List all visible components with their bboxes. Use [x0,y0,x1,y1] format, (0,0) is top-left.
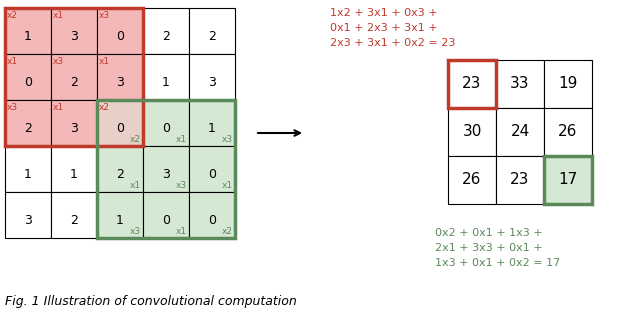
Text: x3: x3 [130,227,141,236]
Text: 30: 30 [462,124,482,139]
Text: 2: 2 [208,30,216,43]
Bar [496,108,544,156]
Text: 0: 0 [162,214,170,227]
Text: 17: 17 [558,172,578,188]
Bar [544,156,592,204]
Text: 0: 0 [24,76,32,89]
Bar [143,100,189,146]
Bar [97,192,143,238]
Text: 3: 3 [24,214,32,227]
Text: 3: 3 [162,168,170,181]
Text: 3: 3 [70,122,78,135]
Text: x3: x3 [53,57,64,66]
Bar [5,192,51,238]
Text: x2: x2 [99,103,110,112]
Text: x1: x1 [53,103,64,112]
Bar [5,8,51,54]
Bar [51,146,97,192]
Text: 19: 19 [558,77,578,91]
Text: x3: x3 [176,181,187,190]
Bar [51,100,97,146]
Text: 2: 2 [162,30,170,43]
Text: 1: 1 [116,214,124,227]
Bar [97,8,143,54]
Text: 2: 2 [70,214,78,227]
Text: 1: 1 [70,168,78,181]
Text: x2: x2 [130,135,141,144]
Bar [97,146,143,192]
Bar [189,192,235,238]
Text: 1: 1 [208,122,216,135]
Text: 26: 26 [558,124,578,139]
Text: 0: 0 [116,30,124,43]
Text: x1: x1 [222,181,233,190]
Text: 2: 2 [70,76,78,89]
Text: 23: 23 [462,77,482,91]
Text: 0x2 + 0x1 + 1x3 +
2x1 + 3x3 + 0x1 +
1x3 + 0x1 + 0x2 = 17: 0x2 + 0x1 + 1x3 + 2x1 + 3x3 + 0x1 + 1x3 … [435,228,560,267]
Bar [5,146,51,192]
Bar [97,54,143,100]
Bar [189,54,235,100]
Bar [143,8,189,54]
Bar [5,54,51,100]
Bar [189,100,235,146]
Text: 1: 1 [24,30,32,43]
Bar [189,146,235,192]
Bar [544,108,592,156]
Text: x1: x1 [176,135,187,144]
Text: 1x2 + 3x1 + 0x3 +
0x1 + 2x3 + 3x1 +
2x3 + 3x1 + 0x2 = 23: 1x2 + 3x1 + 0x3 + 0x1 + 2x3 + 3x1 + 2x3 … [330,8,456,48]
Text: 24: 24 [510,124,530,139]
Bar [51,8,97,54]
Text: 23: 23 [510,172,530,188]
Text: x1: x1 [130,181,141,190]
Bar [544,156,592,204]
Text: 3: 3 [116,76,124,89]
Text: x1: x1 [176,227,187,236]
Text: 26: 26 [462,172,482,188]
Text: x3: x3 [222,135,233,144]
Bar [143,192,189,238]
Bar [5,100,51,146]
Text: x3: x3 [7,103,18,112]
Bar [51,54,97,100]
Bar [448,60,496,108]
Text: 0: 0 [208,168,216,181]
Bar [143,146,189,192]
Text: x1: x1 [53,11,64,20]
Text: x3: x3 [99,11,110,20]
Text: 33: 33 [510,77,530,91]
Bar [97,100,143,146]
Text: 3: 3 [208,76,216,89]
Text: 1: 1 [24,168,32,181]
Bar [496,60,544,108]
Text: 0: 0 [208,214,216,227]
Bar [5,8,143,146]
Bar [448,60,496,108]
Bar [97,100,235,238]
Bar [143,54,189,100]
Text: x1: x1 [7,57,18,66]
Text: x1: x1 [99,57,110,66]
Bar [544,60,592,108]
Bar [448,108,496,156]
Text: x2: x2 [7,11,18,20]
Text: 1: 1 [162,76,170,89]
Text: 3: 3 [70,30,78,43]
Text: 0: 0 [162,122,170,135]
Bar [189,8,235,54]
Bar [448,156,496,204]
Text: x2: x2 [222,227,233,236]
Text: Fig. 1 Illustration of convolutional computation: Fig. 1 Illustration of convolutional com… [5,295,297,308]
Text: 2: 2 [116,168,124,181]
Text: 2: 2 [24,122,32,135]
Bar [51,192,97,238]
Text: 0: 0 [116,122,124,135]
Bar [496,156,544,204]
